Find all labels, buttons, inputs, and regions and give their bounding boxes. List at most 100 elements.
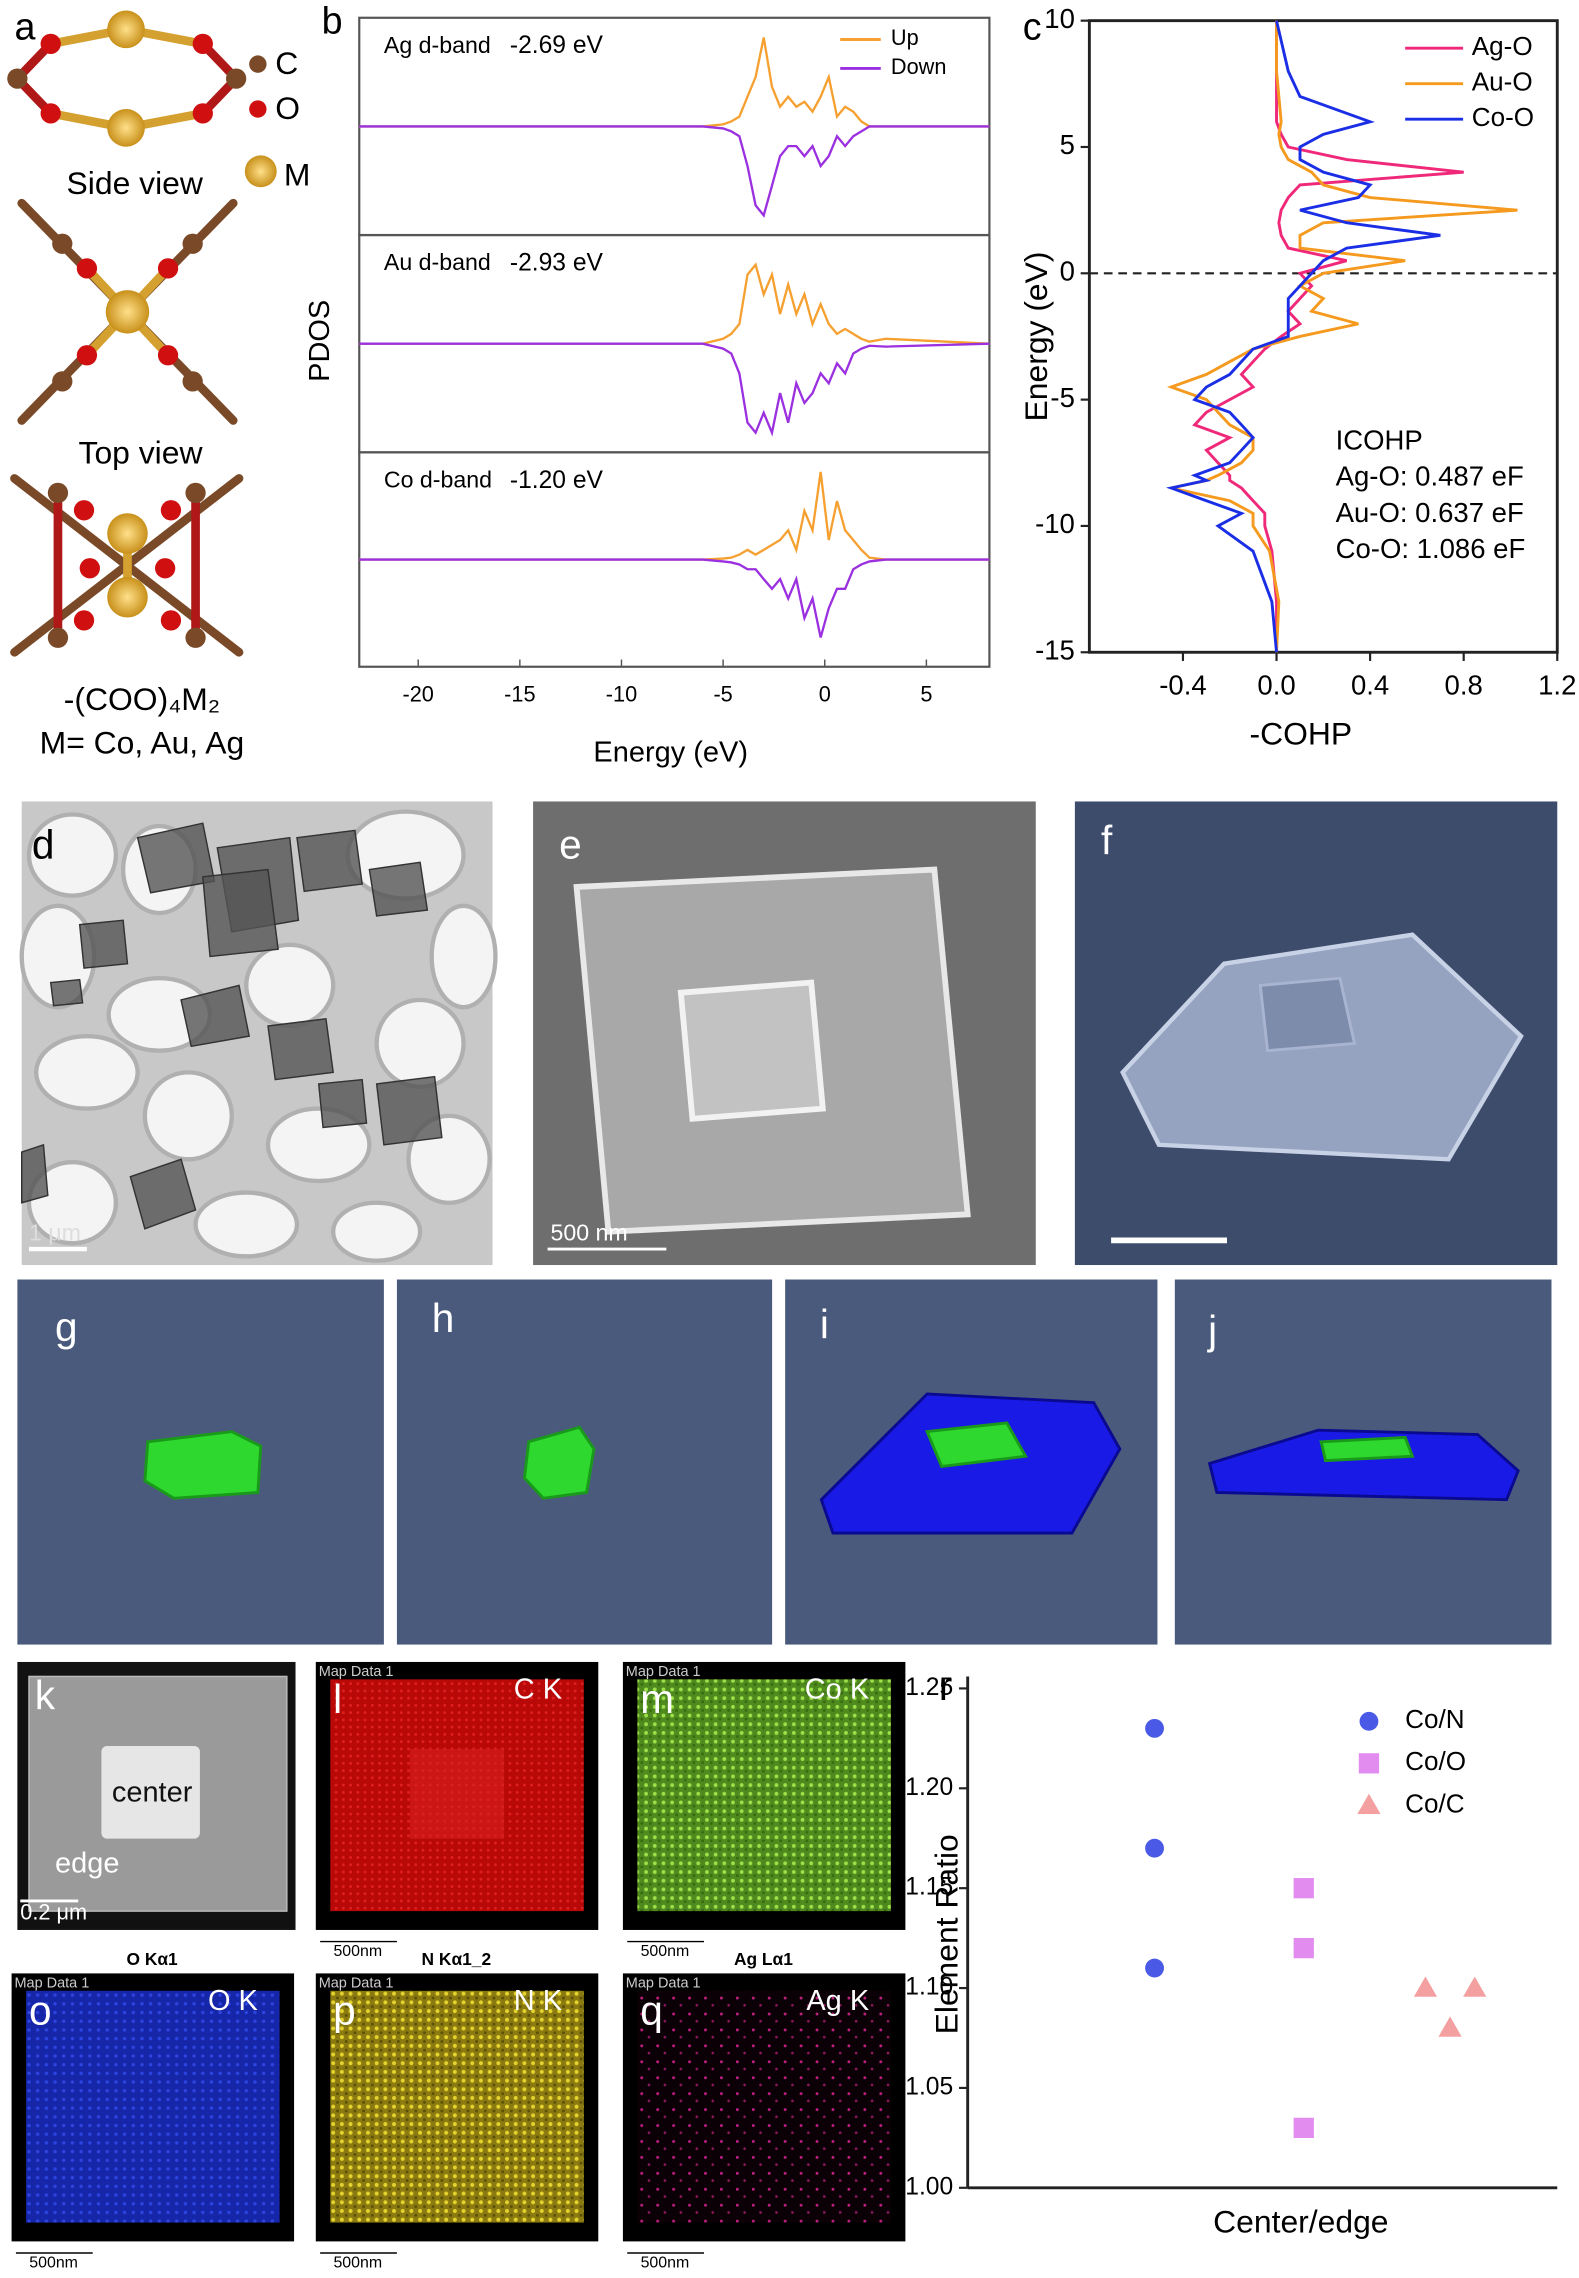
legend-label: Up [891,25,919,50]
y-tick-label: 5 [1060,129,1075,160]
panel-label: o [29,1988,52,2034]
y-tick-label: 1.05 [905,2073,953,2100]
data-point [1413,1976,1438,1997]
data-point [1145,1838,1164,1858]
legend-marker [1357,1793,1381,1815]
y-tick-label: 10 [1044,3,1075,34]
x-tick-label: -5 [713,681,732,706]
scale-bar-label: 500nm [641,2254,690,2271]
y-tick-label: 1.25 [905,1674,953,1701]
y-tick-label: 0 [1060,256,1075,287]
annotation: ICOHP [1336,424,1423,455]
annotation: Ag-O: 0.487 eF [1336,461,1524,492]
legend-label: Co/C [1405,1788,1464,1818]
panel-label: f [1101,817,1113,863]
band-label: Co d-band [384,466,492,492]
data-point [1145,1958,1164,1978]
element-label: C K [514,1674,562,1706]
panel-label: p [333,1988,356,2034]
tomo-image [1074,801,1558,1266]
pdos-line [359,558,990,638]
y-tick-label: 1.15 [905,1874,953,1901]
panel-label: d [32,822,55,868]
scale-bar-label: 500nm [333,2254,382,2271]
y-tick-label: 1.10 [905,1974,953,2001]
legend-label: Ag-O [1472,31,1533,61]
pdos-line [359,471,990,561]
tomo-renders [17,1279,1552,1645]
molecule-top [17,198,238,425]
x-tick-label: 1.2 [1538,669,1576,700]
eds-signal [26,1990,280,2223]
eds-signal [637,1990,891,2223]
data-point [1145,1718,1164,1738]
scale-bar-label: 500nm [29,2254,78,2271]
scale-bar-label: 500nm [333,1943,382,1960]
pdos-line [359,125,990,218]
legend-text: C [275,45,298,81]
panel-label: l [333,1676,342,1722]
y-tick-label: 1.00 [905,2173,953,2200]
element-label: Ag K [806,1985,869,2017]
legend-label: Au-O [1472,67,1533,97]
eds-signal [637,1679,891,1912]
legend-m-dot [244,155,277,188]
tem-image [19,801,498,1266]
panel-label: i [820,1301,829,1347]
map-heading: N Kα1_2 [422,1949,492,1969]
annotation: Au-O: 0.637 eF [1336,497,1524,528]
eds-signal [330,1990,584,2223]
x-tick-label: 0.4 [1351,669,1389,700]
x-tick-label: -10 [606,681,637,706]
element-label: O K [208,1985,258,2017]
pdos-line [359,342,990,437]
map-title: Map Data 1 [14,1975,89,1991]
legend-marker [1359,1711,1379,1731]
data-point [1293,1937,1314,1959]
scale-bar-label: 500nm [641,1943,690,1960]
pdos-line [359,37,990,128]
data-point [1293,1878,1314,1899]
legend-c-dot [249,55,267,73]
legend-label: Down [891,54,947,79]
molecule-side [7,10,247,147]
data-point [1463,1976,1487,1997]
y-tick-label: -15 [1035,635,1075,666]
scale-bar-label: 1 μm [29,1220,81,1246]
haadf-image [17,1661,296,1930]
panel-label: r [939,1663,953,1709]
legend-label: Co-O [1472,102,1534,132]
x-tick-label: -15 [504,681,535,706]
y-tick-label: -5 [1050,382,1074,413]
panel-label: e [559,822,582,868]
map-title: Map Data 1 [626,1664,701,1680]
legend-label: Co/N [1405,1704,1464,1734]
legend-label: Co/O [1405,1746,1466,1776]
x-tick-label: -0.4 [1159,669,1206,700]
element-label: Co K [805,1674,869,1706]
cohp-line [1165,20,1441,653]
legend-text: O [275,90,300,126]
map-title: Map Data 1 [626,1975,701,1991]
data-point [1293,2117,1314,2139]
eds-center [409,1748,505,1839]
band-label: Au d-band [384,249,491,275]
scale-bar-label: 0.2 μm [20,1900,87,1925]
element-label: N K [514,1985,562,2017]
caption: Top view [79,435,204,471]
band-label: Ag d-band [384,32,491,58]
region-label: center [112,1776,193,1808]
region-label: edge [55,1847,119,1879]
x-axis-label: -COHP [1250,716,1353,752]
cohp-line [1192,20,1464,653]
x-tick-label: 5 [920,681,932,706]
band-center: -2.93 eV [510,250,604,277]
y-tick-label: 1.20 [905,1774,953,1801]
legend-marker [1358,1753,1380,1774]
panel-label: b [322,0,343,42]
x-tick-label: 0.8 [1445,669,1483,700]
molecule-dimer [10,474,244,657]
pdos-line [359,262,990,345]
panel-label: j [1207,1307,1217,1353]
